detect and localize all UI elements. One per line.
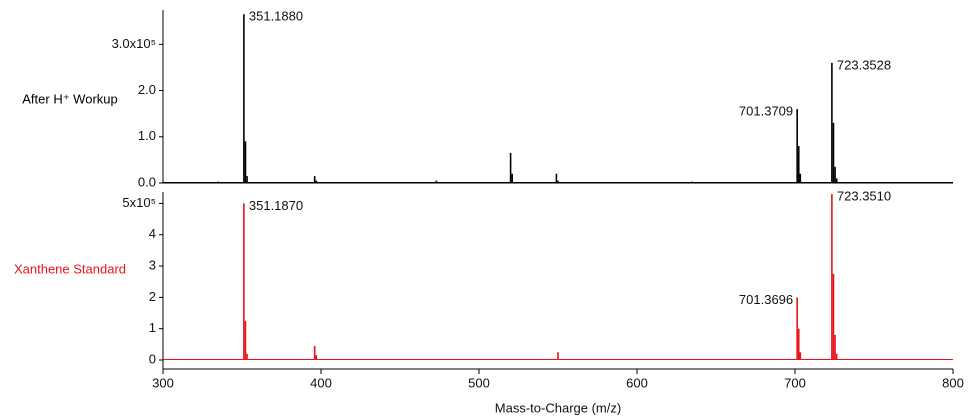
y-tick-label: 3.0x10⁵ <box>112 36 156 51</box>
y-tick-label: 2 <box>149 289 156 304</box>
series-label: Xanthene Standard <box>14 261 126 276</box>
x-tick-label: 600 <box>626 375 648 390</box>
y-tick-label: 0 <box>149 351 156 366</box>
y-tick-label: 4 <box>149 226 156 241</box>
x-tick-label: 700 <box>784 375 806 390</box>
y-tick-label: 3 <box>149 257 156 272</box>
y-tick-label: 5x10⁵ <box>122 195 156 210</box>
y-tick-label: 2.0 <box>138 82 156 97</box>
series-label: After H⁺ Workup <box>22 91 117 106</box>
y-tick-label: 0.0 <box>138 174 156 189</box>
peak-label: 351.1870 <box>249 198 303 213</box>
peak-label: 723.3510 <box>837 188 891 203</box>
x-tick-label: 500 <box>468 375 490 390</box>
peak-label: 701.3696 <box>739 292 793 307</box>
peak-label: 351.1880 <box>249 9 303 24</box>
x-tick-label: 800 <box>942 375 964 390</box>
y-tick-label: 1 <box>149 320 156 335</box>
x-tick-label: 300 <box>152 375 174 390</box>
y-tick-label: 1.0 <box>138 128 156 143</box>
peak-label: 723.3528 <box>837 57 891 72</box>
x-tick-label: 400 <box>310 375 332 390</box>
x-axis-title: Mass-to-Charge (m/z) <box>495 400 621 415</box>
peak-label: 701.3709 <box>739 103 793 118</box>
